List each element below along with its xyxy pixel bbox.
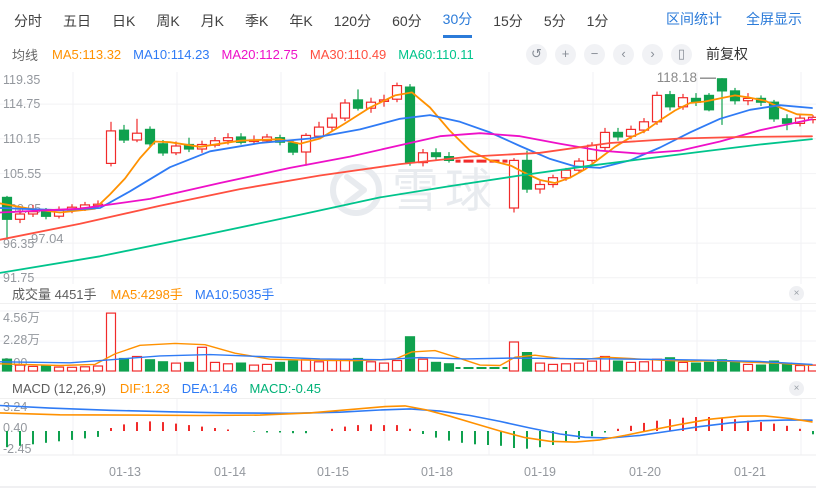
chart-controls: ↺ + − ‹ › ▯ 前复权 xyxy=(518,43,748,65)
volume-ma10-value: MA10:5035手 xyxy=(194,287,275,302)
period-tab-1分[interactable]: 1分 xyxy=(586,12,609,29)
ma5-value: MA5:113.32 xyxy=(52,46,122,62)
svg-text:01-19: 01-19 xyxy=(524,465,556,479)
svg-text:91.75: 91.75 xyxy=(3,271,34,285)
macd-pane-close-button[interactable]: × xyxy=(789,381,804,396)
period-tab-年K[interactable]: 年K xyxy=(289,12,313,29)
svg-text:-2.45: -2.45 xyxy=(3,442,32,456)
ma-legend-title: 均线 xyxy=(12,47,39,63)
svg-text:114.75: 114.75 xyxy=(3,97,40,111)
ma20-value: MA20:112.75 xyxy=(221,46,298,62)
svg-text:01-20: 01-20 xyxy=(629,465,661,479)
macd-pane-header: MACD (12,26,9) DIF:1.23 DEA:1.46 MACD:-0… xyxy=(0,379,816,399)
undo-icon[interactable]: ↺ xyxy=(526,43,547,65)
zoom-out-icon[interactable]: − xyxy=(584,43,605,65)
svg-text:4.56万: 4.56万 xyxy=(3,311,40,325)
volume-title: 成交量 4451手 xyxy=(12,287,97,302)
svg-text:110.15: 110.15 xyxy=(3,132,40,146)
svg-text:01-14: 01-14 xyxy=(214,465,246,479)
ma-values: MA5:113.32 MA10:114.23 MA20:112.75 MA30:110… xyxy=(52,47,486,62)
svg-text:105.55: 105.55 xyxy=(3,167,41,181)
period-tab-五日[interactable]: 五日 xyxy=(63,12,91,29)
period-toolbar: 分时 五日 日K 周K 月K 季K 年K 120分 60分 30分 15分 5分 1分 区间统计 全屏显… xyxy=(0,0,816,39)
fullscreen-link[interactable]: 全屏显示 xyxy=(746,11,802,27)
adjust-mode-button[interactable]: 前复权 xyxy=(706,46,748,62)
period-tab-60分[interactable]: 60分 xyxy=(392,12,422,29)
zoom-in-icon[interactable]: + xyxy=(555,43,576,65)
ma60-value: MA60:110.11 xyxy=(398,46,474,62)
macd-value: MACD:-0.45 xyxy=(249,381,321,396)
xueqiu-watermark: 雪球 xyxy=(330,164,498,217)
pan-left-icon[interactable]: ‹ xyxy=(613,43,634,65)
svg-text:97.04: 97.04 xyxy=(31,231,64,246)
toolbar-right: 区间统计 全屏显示 xyxy=(642,9,802,29)
svg-text:01-21: 01-21 xyxy=(734,465,766,479)
svg-text:118.18: 118.18 xyxy=(657,70,697,85)
period-tab-30分[interactable]: 30分 xyxy=(442,0,473,38)
volume-ma5-value: MA5:4298手 xyxy=(110,287,183,302)
svg-text:01-13: 01-13 xyxy=(109,465,141,479)
macd-dea-value: DEA:1.46 xyxy=(181,381,238,396)
svg-text:119.35: 119.35 xyxy=(3,73,40,87)
range-stats-link[interactable]: 区间统计 xyxy=(666,11,722,27)
period-tab-5分[interactable]: 5分 xyxy=(543,12,566,29)
ma-legend-row: 均线 MA5:113.32 MA10:114.23 MA20:112.75 MA30:… xyxy=(0,38,816,70)
ma10-value: MA10:114.23 xyxy=(133,46,210,62)
svg-text:0.40: 0.40 xyxy=(3,421,27,435)
svg-text:2.28万: 2.28万 xyxy=(3,333,40,347)
macd-dif-value: DIF:1.23 xyxy=(119,381,170,396)
pan-right-icon[interactable]: › xyxy=(642,43,663,65)
volume-pane-header: 成交量 4451手 MA5:4298手 MA10:5035手 × xyxy=(0,284,816,304)
ma30-value: MA30:110.49 xyxy=(309,46,387,62)
svg-text:雪球: 雪球 xyxy=(392,164,498,217)
period-tab-15分[interactable]: 15分 xyxy=(493,12,523,29)
snapshot-icon[interactable]: ▯ xyxy=(671,43,692,65)
control-icon-group: ↺ + − ‹ › ▯ xyxy=(518,43,692,65)
period-tab-分时[interactable]: 分时 xyxy=(14,12,42,29)
period-tab-月K[interactable]: 月K xyxy=(200,12,225,29)
period-tab-周K[interactable]: 周K xyxy=(156,12,180,29)
svg-text:01-18: 01-18 xyxy=(421,465,453,479)
svg-text:96.35: 96.35 xyxy=(3,237,34,251)
macd-title: MACD (12,26,9) xyxy=(12,381,106,396)
period-tab-120分[interactable]: 120分 xyxy=(333,12,372,29)
period-tabs: 分时 五日 日K 周K 月K 季K 年K 120分 60分 30分 15分 5分 1分 xyxy=(14,0,629,38)
volume-pane-close-button[interactable]: × xyxy=(789,286,804,301)
period-tab-季K[interactable]: 季K xyxy=(245,12,269,29)
svg-text:01-15: 01-15 xyxy=(317,465,349,479)
period-tab-日K[interactable]: 日K xyxy=(112,12,136,29)
